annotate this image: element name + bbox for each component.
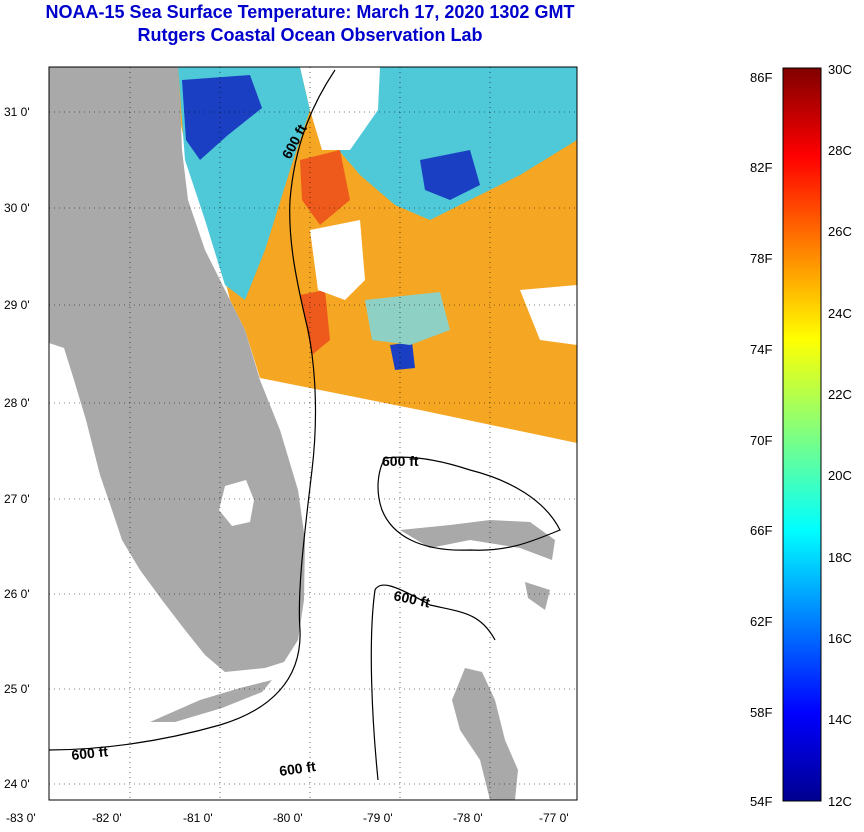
sst-cold-region [420,150,480,200]
cloud-cover [310,220,365,300]
sst-cool-region [330,67,577,220]
temperature-colorbar: 86F 82F 78F 74F 70F 66F 62F 58F 54F 30C … [750,62,852,808]
lon-tick-label: -83 0' [6,811,36,825]
sst-cold-region [182,75,262,160]
fahrenheit-label: 74F [750,342,772,357]
lon-tick-label: -77 0' [539,811,569,825]
lat-tick-label: 25 0' [4,682,30,696]
fahrenheit-label: 70F [750,433,772,448]
lat-tick-label: 30 0' [4,201,30,215]
celsius-label: 24C [828,306,852,321]
fahrenheit-label: 78F [750,251,772,266]
contour-600ft-bahamas-north [377,456,561,551]
lat-tick-label: 24 0' [4,777,30,791]
map-subtitle: Rutgers Coastal Ocean Observation Lab [137,25,483,45]
bahamas-land [400,520,555,560]
celsius-label: 28C [828,143,852,158]
celsius-label: 12C [828,794,852,808]
lake-okeechobee [219,480,254,526]
longitude-axis: -83 0' -82 0' -81 0' -80 0' -79 0' -78 0… [6,811,569,825]
celsius-label: 18C [828,550,852,565]
colorbar-gradient [782,67,822,802]
sst-hot-region [300,290,330,355]
fahrenheit-label: 62F [750,614,772,629]
contour-label: 600 ft [278,758,317,779]
sst-cold-region [390,342,415,370]
celsius-label: 26C [828,224,852,239]
lon-tick-label: -82 0' [92,811,122,825]
lat-tick-label: 31 0' [4,105,30,119]
fahrenheit-label: 82F [750,160,772,175]
lat-tick-label: 28 0' [4,396,30,410]
fahrenheit-label: 86F [750,70,772,85]
fahrenheit-scale: 86F 82F 78F 74F 70F 66F 62F 58F 54F [750,70,772,808]
contour-label: 600 ft [382,453,419,469]
lon-tick-label: -80 0' [273,811,303,825]
sst-cool-region [365,292,450,345]
contour-label: 600 ft [71,743,109,763]
celsius-scale: 30C 28C 26C 24C 22C 20C 18C 16C 14C 12C [828,62,852,808]
florida-keys [150,680,272,722]
celsius-label: 22C [828,387,852,402]
celsius-label: 14C [828,712,852,727]
fahrenheit-label: 58F [750,705,772,720]
lon-tick-label: -79 0' [363,811,393,825]
sst-hot-region [300,150,350,225]
contour-label: 600 ft [392,587,431,610]
lat-tick-label: 29 0' [4,298,30,312]
bahamas-land [452,668,518,800]
fahrenheit-label: 66F [750,523,772,538]
sst-map: 600 ft 600 ft 600 ft 600 ft 600 ft 31 0'… [4,66,578,825]
map-title: NOAA-15 Sea Surface Temperature: March 1… [45,2,575,22]
lat-tick-label: 26 0' [4,587,30,601]
fahrenheit-label: 54F [750,794,772,808]
cloud-cover [520,285,577,345]
celsius-label: 30C [828,62,852,77]
map-frame [48,66,578,801]
contour-600ft-florida [49,69,336,751]
latitude-axis: 31 0' 30 0' 29 0' 28 0' 27 0' 26 0' 25 0… [4,105,30,791]
celsius-label: 16C [828,631,852,646]
lat-lon-grid [49,67,577,800]
cloud-cover [300,67,380,150]
bahamas-land [525,582,550,610]
lon-tick-label: -81 0' [183,811,213,825]
celsius-label: 20C [828,468,852,483]
contour-600ft-bahamas-south [370,584,496,781]
lon-tick-label: -78 0' [453,811,483,825]
lat-tick-label: 27 0' [4,492,30,506]
